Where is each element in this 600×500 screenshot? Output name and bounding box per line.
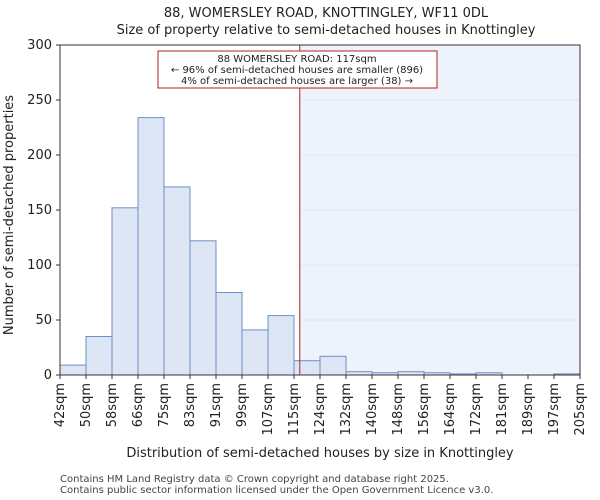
x-tick-label: 75sqm [157,383,172,427]
x-tick-label: 172sqm [469,383,484,436]
bar-83sqm [189,240,217,376]
annotation-line1: 88 WOMERSLEY ROAD: 117sqm [217,54,376,65]
x-tick-label: 58sqm [105,383,120,427]
x-tick-label: 148sqm [391,383,406,436]
bar-91sqm [215,292,243,376]
x-tick-label: 50sqm [79,383,94,427]
bar-42sqm [59,364,87,376]
bar-124sqm [319,355,347,376]
x-tick-label: 140sqm [365,383,380,436]
x-axis-label: Distribution of semi-detached houses by … [126,446,514,461]
x-tick-label: 197sqm [547,383,562,436]
x-tick-label: 124sqm [313,383,328,436]
bar-58sqm [111,207,139,376]
x-tick-label: 115sqm [287,383,302,436]
x-tick-label: 205sqm [573,383,588,436]
bar-99sqm [241,329,269,376]
x-tick-label: 83sqm [183,383,198,427]
chart-subtitle: Size of property relative to semi-detach… [117,23,536,38]
x-tick-label: 42sqm [53,383,68,427]
footer-line1: Contains HM Land Registry data © Crown c… [60,474,449,485]
y-tick-label: 150 [27,203,52,218]
x-tick-label: 181sqm [495,383,510,436]
y-tick-label: 300 [27,38,52,53]
x-tick-label: 132sqm [339,383,354,436]
y-tick-label: 250 [27,93,52,108]
x-tick-label: 164sqm [443,383,458,436]
y-tick-label: 0 [44,368,52,383]
bar-107sqm [267,315,295,376]
y-tick-label: 50 [35,313,52,328]
bar-66sqm [137,117,165,376]
x-tick-label: 66sqm [131,383,146,427]
y-tick-label: 200 [27,148,52,163]
x-tick-label: 156sqm [417,383,432,436]
annotation-line3: 4% of semi-detached houses are larger (3… [181,76,413,87]
x-tick-label: 91sqm [209,383,224,427]
y-tick-label: 100 [27,258,52,273]
bar-75sqm [163,186,191,376]
x-tick-label: 107sqm [261,383,276,436]
bar-50sqm [85,336,113,376]
bar-115sqm [293,360,321,376]
annotation-box: 88 WOMERSLEY ROAD: 117sqm ← 96% of semi-… [157,50,438,89]
annotation-line2: ← 96% of semi-detached houses are smalle… [171,65,423,76]
x-tick-label: 189sqm [521,383,536,436]
chart-title: 88, WOMERSLEY ROAD, KNOTTINGLEY, WF11 0D… [164,6,489,21]
x-tick-label: 99sqm [235,383,250,427]
y-axis-label: Number of semi-detached properties [2,95,17,335]
footer-line2: Contains public sector information licen… [60,485,493,496]
